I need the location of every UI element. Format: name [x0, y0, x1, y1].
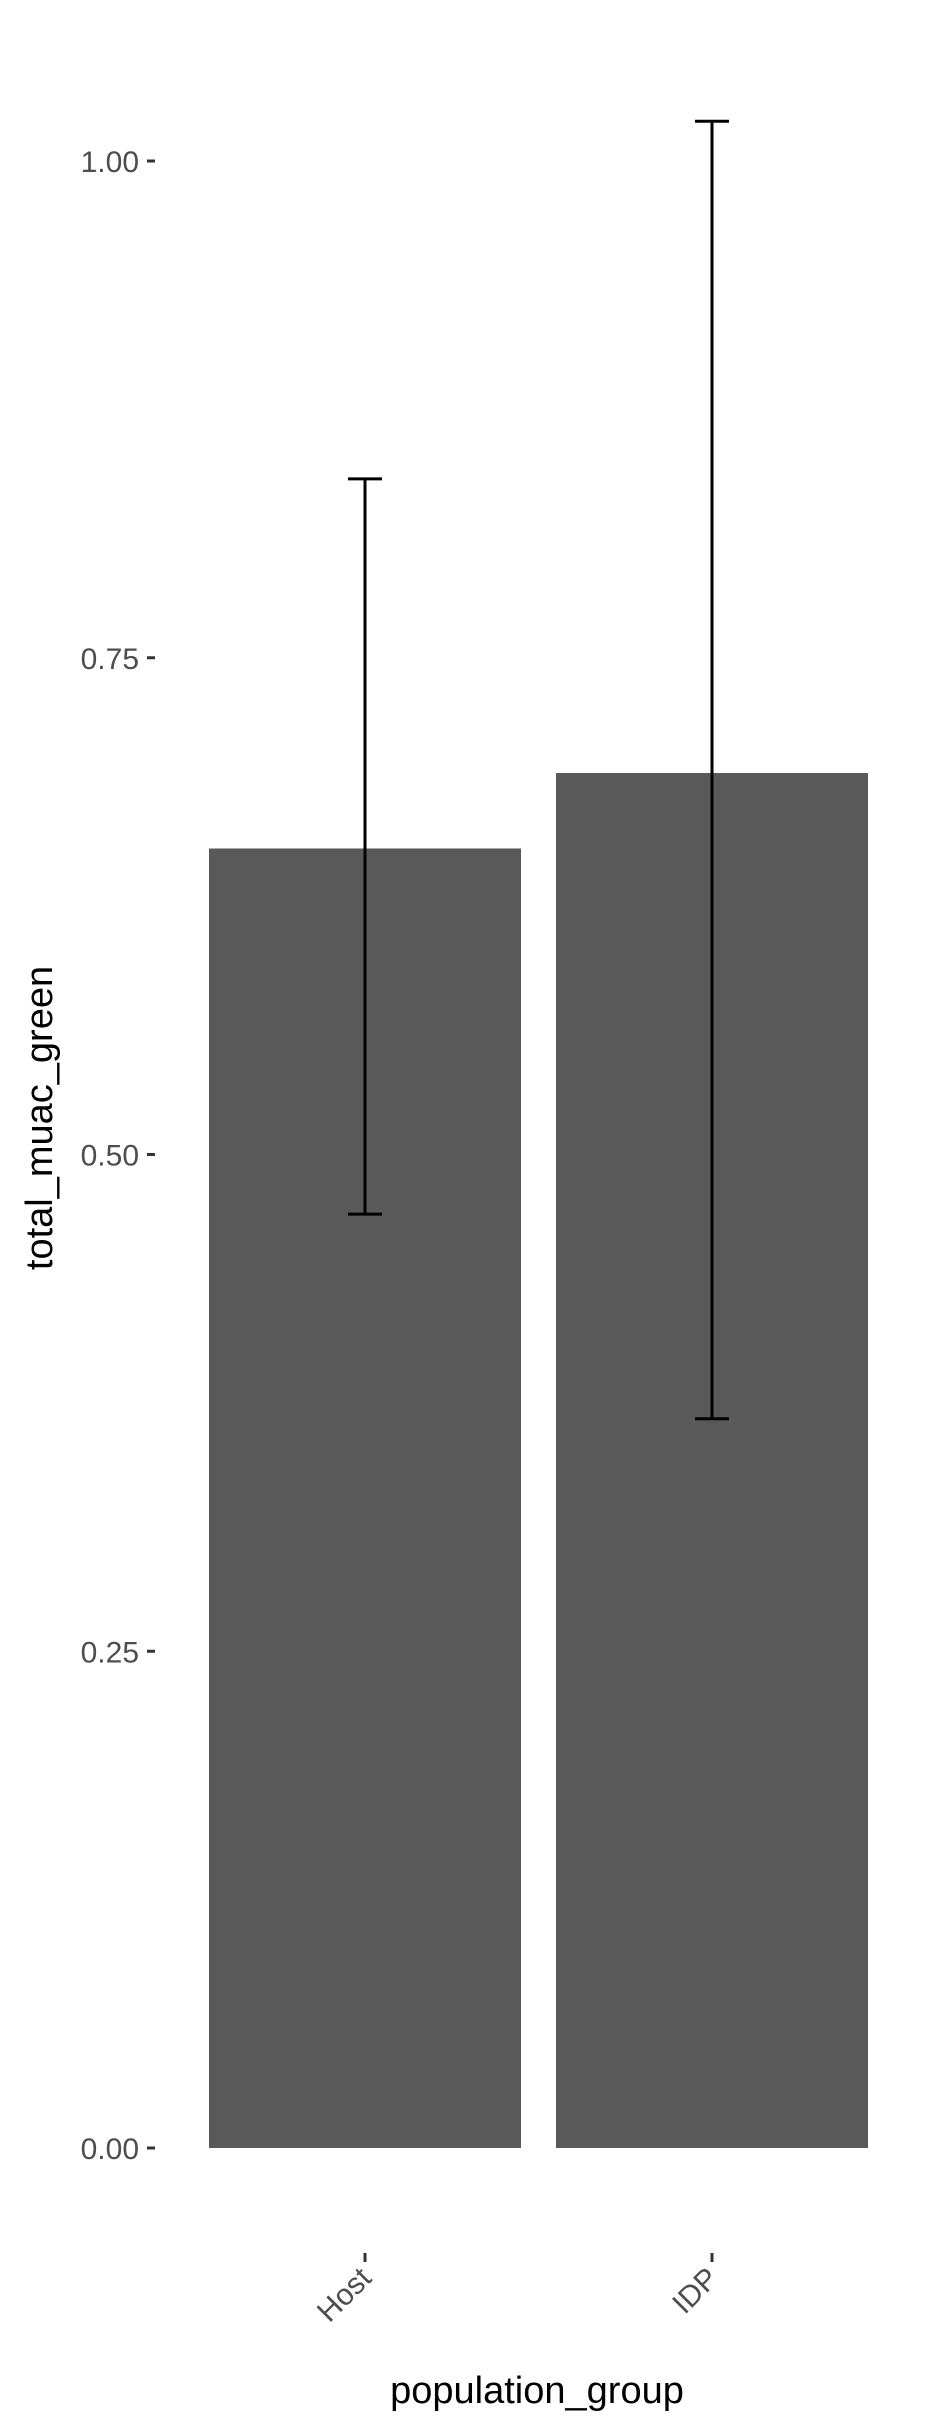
y-tick-label: 0.25	[81, 1636, 139, 1669]
y-axis-title: total_muac_green	[19, 966, 61, 1270]
x-axis: Host IDP	[311, 2253, 725, 2329]
y-axis: 0.00 0.25 0.50 0.75 1.00	[81, 146, 155, 2166]
x-tick-label-host: Host	[311, 2261, 378, 2328]
error-bars-layer	[348, 119, 729, 1421]
error-bar-host	[348, 477, 382, 1216]
x-tick-label-idp: IDP	[666, 2262, 725, 2321]
bars-layer	[209, 772, 868, 2149]
y-tick-label: 0.75	[81, 643, 139, 676]
error-bar-idp	[695, 119, 729, 1421]
y-tick-label: 0.50	[81, 1140, 139, 1173]
y-tick-label: 1.00	[81, 146, 139, 179]
x-axis-title: population_group	[390, 2370, 684, 2412]
y-tick-label: 0.00	[81, 2133, 139, 2166]
